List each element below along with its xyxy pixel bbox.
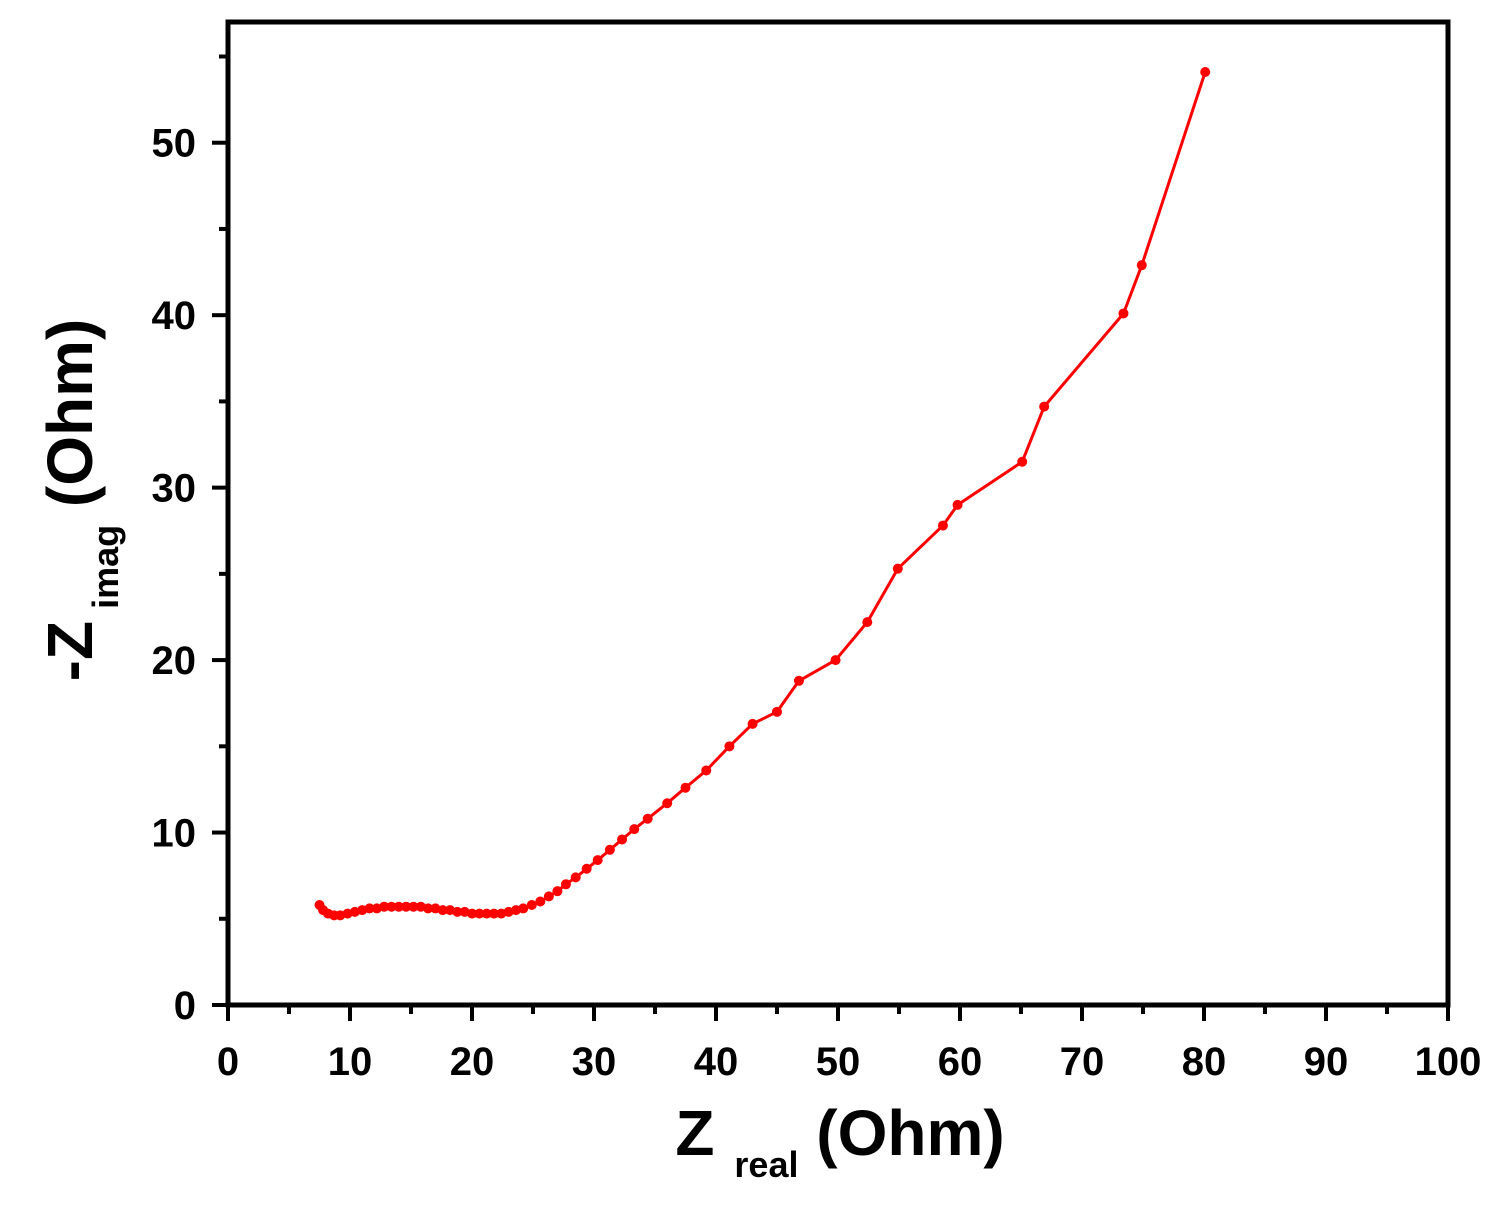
data-point xyxy=(724,741,735,752)
data-point xyxy=(535,896,546,907)
series-group xyxy=(314,67,1211,921)
data-point xyxy=(629,824,640,835)
data-point xyxy=(937,520,948,531)
plot-area xyxy=(225,19,1451,1008)
x-tick-label: 30 xyxy=(572,1040,617,1084)
y-axis-title: -Z imag (Ohm) xyxy=(34,319,126,682)
data-point xyxy=(467,908,477,919)
data-point xyxy=(408,901,419,912)
x-axis-title-main: Z xyxy=(675,1097,714,1169)
y-tick-label: 0 xyxy=(174,984,196,1028)
y-axis-title-subscript: imag xyxy=(85,525,126,609)
data-point xyxy=(570,872,581,883)
data-point xyxy=(560,879,571,890)
x-axis-title-unit: (Ohm) xyxy=(798,1097,1004,1169)
data-point xyxy=(604,844,615,855)
data-point xyxy=(423,903,434,914)
data-point xyxy=(1200,67,1211,78)
data-point xyxy=(830,655,841,666)
data-point xyxy=(364,903,375,914)
x-axis-title-subscript: real xyxy=(734,1144,798,1185)
data-point xyxy=(543,891,554,902)
data-point xyxy=(793,675,804,686)
x-tick-label: 40 xyxy=(694,1040,739,1084)
data-point xyxy=(862,617,873,628)
data-point xyxy=(393,901,404,912)
x-tick-label: 50 xyxy=(816,1040,861,1084)
x-tick-label: 100 xyxy=(1415,1040,1482,1084)
data-point xyxy=(617,834,628,845)
y-tick-label: 50 xyxy=(152,122,197,166)
data-point xyxy=(701,765,712,776)
data-point xyxy=(772,706,782,717)
data-point xyxy=(526,899,537,910)
data-point xyxy=(747,718,758,729)
data-point xyxy=(592,855,603,866)
y-tick-label: 20 xyxy=(152,639,197,683)
y-tick-label: 40 xyxy=(152,294,197,338)
data-point xyxy=(481,908,492,919)
data-point xyxy=(386,901,397,912)
y-axis-title-unit: (Ohm) xyxy=(34,319,106,525)
data-point xyxy=(552,886,563,897)
data-point xyxy=(581,863,592,874)
data-point xyxy=(1136,260,1147,271)
x-tick-label: 10 xyxy=(328,1040,373,1084)
data-point xyxy=(518,903,529,914)
y-axis-title-prefix: -Z xyxy=(34,621,106,681)
data-point xyxy=(437,905,448,916)
y-tick-label: 10 xyxy=(152,812,197,856)
data-point xyxy=(952,499,963,510)
x-tick-label: 80 xyxy=(1182,1040,1227,1084)
x-tick-label: 0 xyxy=(217,1040,239,1084)
data-point xyxy=(892,563,903,574)
x-axis-ticks: 0 10 20 30 40 50 60 70 80 90 100 xyxy=(217,1005,1482,1084)
data-point xyxy=(662,798,673,809)
data-point xyxy=(642,813,653,824)
data-point xyxy=(474,908,485,919)
data-point xyxy=(401,901,412,912)
data-point xyxy=(379,901,390,912)
data-point xyxy=(488,908,499,919)
x-tick-label: 90 xyxy=(1304,1040,1349,1084)
data-point xyxy=(1039,401,1050,412)
data-point xyxy=(1017,456,1028,467)
y-axis-ticks: 0 10 20 30 40 50 xyxy=(152,54,228,1028)
x-tick-label: 70 xyxy=(1060,1040,1105,1084)
y-tick-label: 30 xyxy=(152,467,197,511)
data-point xyxy=(1118,308,1129,319)
x-tick-label: 60 xyxy=(938,1040,983,1084)
x-tick-label: 20 xyxy=(450,1040,495,1084)
data-point xyxy=(452,906,463,917)
data-point xyxy=(680,782,691,793)
